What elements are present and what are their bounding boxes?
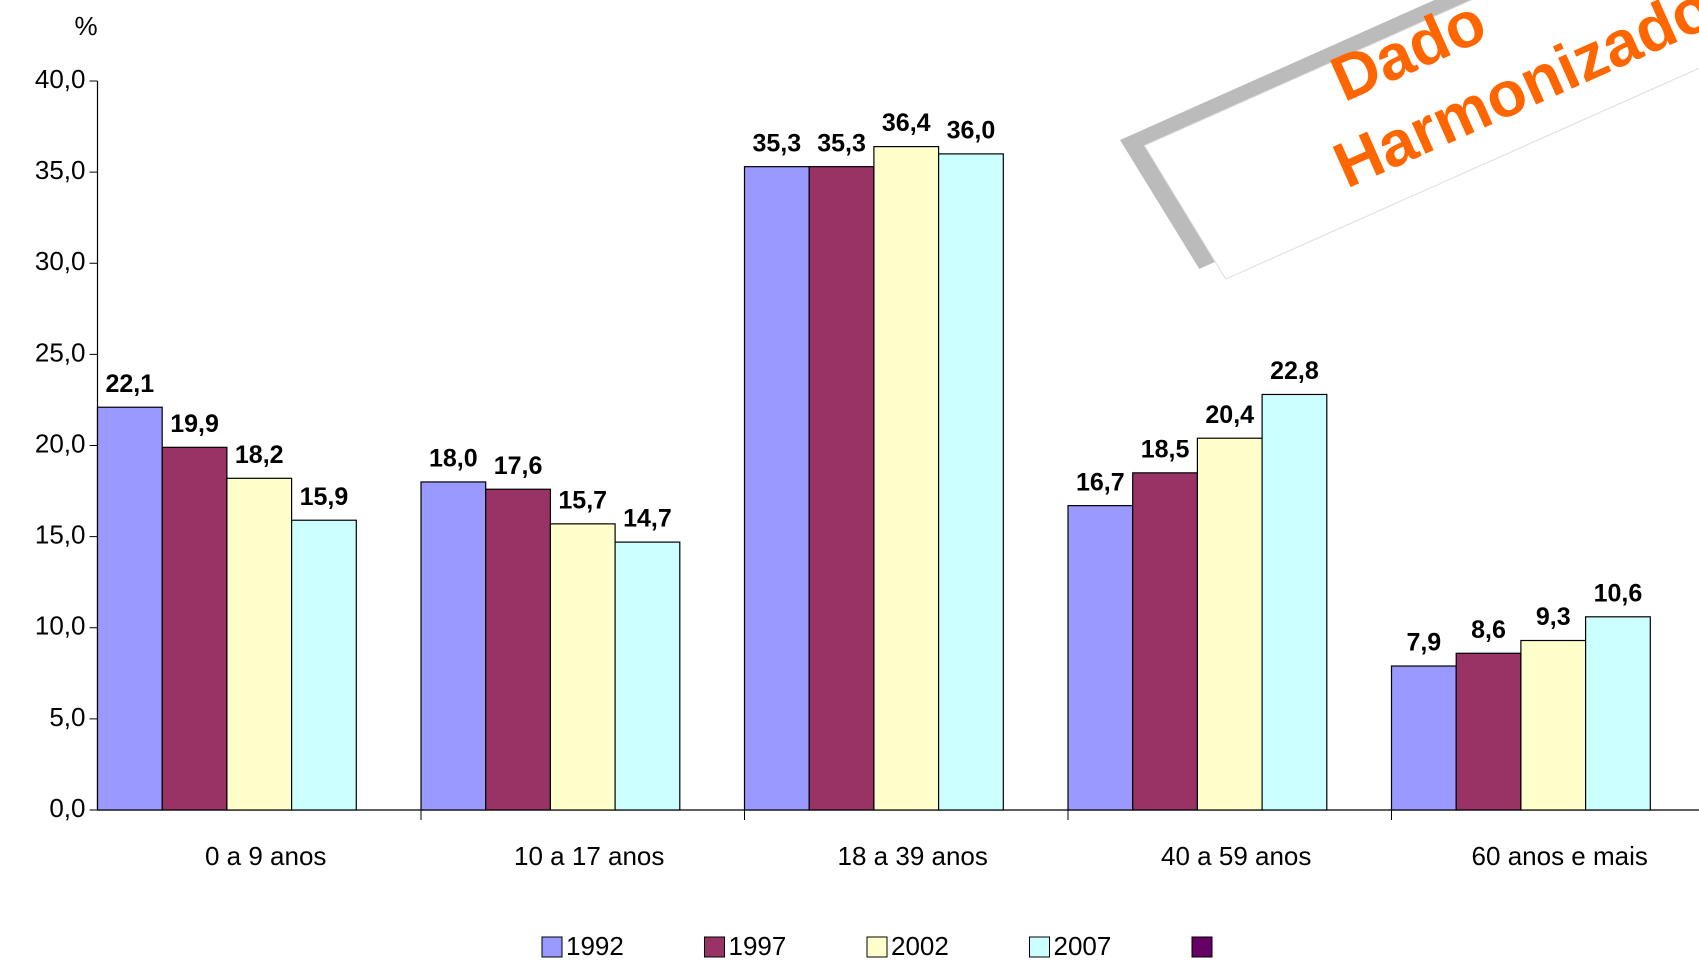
x-tick-label: 60 anos e mais [1472,841,1648,871]
y-axis-label: % [74,11,97,41]
data-label: 8,6 [1471,616,1506,644]
bar [485,488,552,811]
bar [808,166,875,811]
data-label: 35,3 [753,129,802,157]
watermark: Dado Harmonizado [1120,0,1699,280]
bar [226,477,293,811]
y-tick-label: 10,0 [35,611,86,641]
y-tick-label: 30,0 [35,246,86,276]
x-tick-label: 0 a 9 anos [205,841,326,871]
watermark-panel [1143,0,1699,280]
bar [1132,472,1198,811]
legend-label: 1992 [566,931,624,961]
data-label: 18,5 [1141,435,1190,463]
data-label: 16,7 [1076,468,1125,496]
y-tick-label: 5,0 [49,702,85,732]
data-label: 9,3 [1536,603,1571,631]
legend-label: 2002 [891,931,949,961]
bar [743,166,810,811]
data-label: 17,6 [494,452,543,480]
data-label: 18,2 [235,441,284,469]
bar [1261,393,1328,811]
data-label: 15,9 [300,483,349,511]
y-tick-label: 0,0 [49,793,85,823]
data-label: 36,0 [947,117,996,145]
data-label: 14,7 [623,505,672,533]
bar [96,406,163,811]
bar [1584,616,1651,811]
bar [161,446,228,811]
x-tick-label: 10 a 17 anos [514,841,664,871]
legend-swatch [704,936,725,958]
legend-label: 2007 [1054,931,1112,961]
legend-swatch [541,936,563,958]
legend-swatch [1029,936,1050,958]
data-label: 35,3 [817,129,866,157]
bar [420,481,487,811]
bar [1067,505,1134,811]
data-label: 15,7 [558,486,607,514]
bar [291,519,357,811]
y-tick-label: 15,0 [35,520,86,550]
y-tick-label: 35,0 [35,155,86,185]
data-label: 18,0 [429,445,478,473]
data-label: 22,8 [1270,357,1319,385]
bar [549,523,616,811]
bar [1520,639,1587,811]
bar [1455,652,1522,811]
bar [1390,665,1457,811]
bar [1196,437,1263,811]
legend-label: 1997 [729,931,787,961]
bar [614,541,681,811]
data-label: 19,9 [170,410,219,438]
bar [873,146,940,811]
y-tick-label: 25,0 [35,337,86,367]
data-label: 20,4 [1205,401,1254,429]
bar [937,153,1004,811]
legend-swatch [866,936,888,958]
data-label: 10,6 [1594,579,1643,607]
x-tick-label: 40 a 59 anos [1161,841,1311,871]
x-tick-label: 18 a 39 anos [838,841,988,871]
data-label: 7,9 [1406,629,1441,657]
data-label: 22,1 [106,370,155,398]
legend-swatch [1191,936,1213,958]
data-label: 36,4 [882,109,931,137]
y-tick-label: 40,0 [35,64,86,94]
y-tick-label: 20,0 [35,428,86,458]
